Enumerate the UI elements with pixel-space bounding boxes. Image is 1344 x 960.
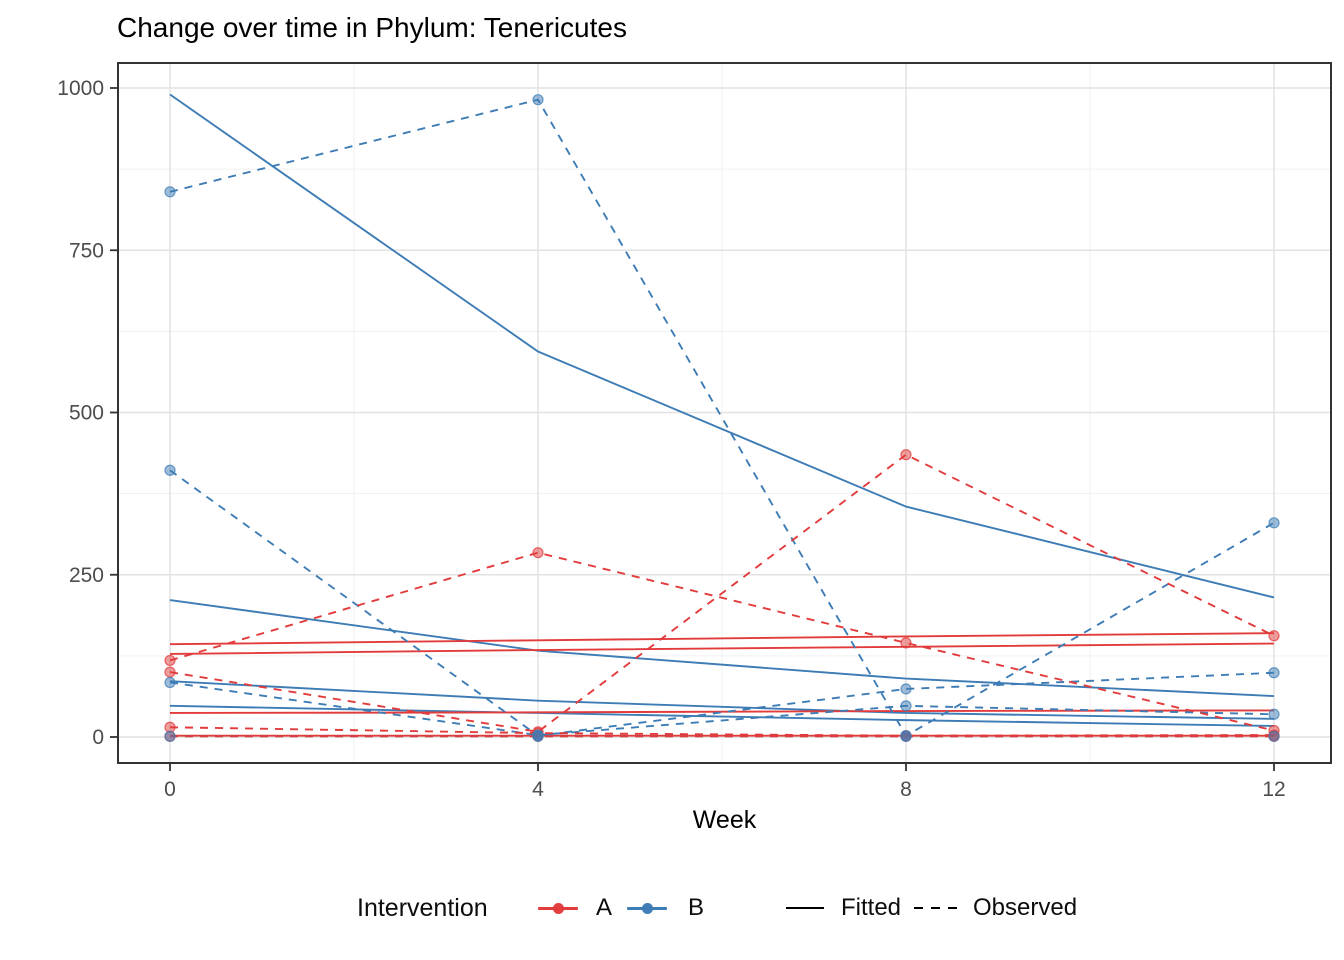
- x-tick-label: 8: [900, 778, 912, 801]
- x-tick-label: 4: [532, 778, 544, 801]
- legend-key-b-icon: [627, 884, 667, 932]
- y-tick-label: 500: [69, 402, 104, 425]
- observed-point: [532, 547, 544, 559]
- legend-label-observed: Observed: [973, 894, 1078, 921]
- observed-point: [900, 449, 912, 461]
- x-axis-title: Week: [692, 806, 757, 834]
- observed-point: [164, 464, 176, 476]
- legend-label-fitted: Fitted: [841, 894, 902, 921]
- observed-line: [169, 98, 1275, 737]
- observed-point: [1268, 517, 1280, 529]
- legend-label-a: A: [596, 894, 613, 921]
- x-tick-label: 0: [164, 778, 176, 801]
- y-tick-label: 0: [92, 726, 104, 749]
- observed-line-icon: [914, 884, 960, 932]
- fitted-line: [169, 632, 1275, 646]
- y-tick-label: 750: [69, 239, 104, 262]
- observed-point: [900, 730, 912, 742]
- legend: Intervention A B Fitted Observed: [0, 884, 1344, 932]
- observed-point: [164, 666, 176, 678]
- fitted-line: [169, 680, 1275, 720]
- fitted-line: [169, 709, 1275, 714]
- observed-point: [900, 637, 912, 649]
- fitted-line: [169, 93, 1275, 599]
- legend-title: Intervention: [357, 893, 488, 922]
- fitted-line: [169, 642, 1275, 655]
- observed-point: [1268, 730, 1280, 742]
- observed-point: [532, 730, 544, 742]
- observed-point: [1268, 708, 1280, 720]
- observed-point: [164, 654, 176, 667]
- chart-title: Change over time in Phylum: Tenericutes: [117, 12, 627, 43]
- observed-point: [532, 94, 544, 106]
- x-tick-label: 12: [1262, 778, 1285, 801]
- observed-line: [169, 726, 1275, 737]
- observed-line: [169, 551, 1275, 732]
- observed-point: [900, 700, 912, 712]
- observed-point: [1268, 667, 1280, 679]
- observed-line: [169, 469, 1275, 737]
- fitted-line-icon: [786, 884, 824, 932]
- observed-line: [169, 453, 1275, 733]
- observed-line: [169, 681, 1275, 737]
- observed-point: [900, 683, 912, 695]
- legend-key-a-icon: [538, 884, 578, 932]
- y-tick-label: 1000: [57, 77, 104, 100]
- y-tick-label: 250: [69, 564, 104, 587]
- legend-label-b: B: [688, 894, 705, 921]
- observed-point: [164, 676, 176, 689]
- observed-point: [164, 730, 176, 742]
- observed-point: [1268, 630, 1280, 642]
- observed-point: [164, 186, 176, 198]
